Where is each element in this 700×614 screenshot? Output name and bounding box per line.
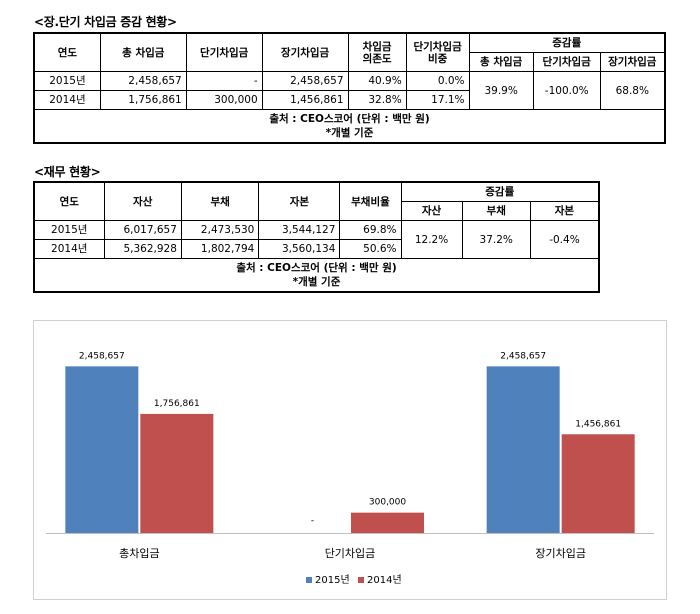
- bar-2014년-2: [561, 434, 635, 533]
- bar-2014년-0: [140, 413, 214, 533]
- table-row: 2015년 6,017,657 2,473,530 3,544,127 69.8…: [33, 220, 600, 259]
- header-change: 증감률: [400, 181, 600, 202]
- bar-2014년-1: [351, 512, 424, 533]
- bar-chart: 2,458,657 1,756,861 총차입금 - 300,000 단기차입금 2,458…: [46, 351, 654, 586]
- cell-change-total: 39.9%: [468, 71, 534, 110]
- cell-change-long: 68.8%: [599, 71, 666, 110]
- cell-assets: 6,017,657: [103, 220, 182, 240]
- cell-year: 2015년: [33, 71, 101, 91]
- legend-label: 2015년: [315, 574, 350, 586]
- borrowings-table: 연도 총 차입금 단기차입금 장기차입금 차입금 의존도 단기차입금 비중 증감률 …: [33, 32, 666, 144]
- header-change-liabilities: 부채: [461, 201, 531, 221]
- data-label: 1,456,861: [575, 419, 621, 429]
- header-year: 연도: [33, 181, 105, 221]
- header-equity: 자본: [258, 181, 341, 221]
- bar-chart-frame: 2,458,657 1,756,861 총차입금 - 300,000 단기차입금 2,458…: [33, 320, 667, 600]
- header-total: 총 차입금: [99, 32, 187, 72]
- cell-equity: 3,544,127: [258, 220, 341, 240]
- cell-year: 2014년: [33, 239, 105, 259]
- cell-total: 2,458,657: [99, 71, 187, 91]
- legend-label: 2014년: [367, 574, 402, 586]
- cell-short-ratio: 0.0%: [405, 71, 470, 91]
- header-dependency: 차입금 의존도: [347, 32, 407, 72]
- header-year: 연도: [33, 32, 101, 72]
- cell-dependency: 40.9%: [347, 71, 407, 91]
- header-change-short: 단기차입금: [532, 52, 601, 72]
- header-change-long: 장기차입금: [599, 52, 666, 72]
- table-row: 2014년 5,362,928 1,802,794 3,560,134 50.6…: [33, 239, 599, 259]
- data-label: -: [311, 516, 314, 526]
- category-label: 단기차입금: [325, 547, 376, 560]
- cell-long: 1,456,861: [261, 90, 349, 110]
- bar-2015년-2: [486, 366, 560, 533]
- cell-debt-ratio: 50.6%: [339, 239, 402, 259]
- cell-liabilities: 2,473,530: [180, 220, 260, 240]
- cell-long: 2,458,657: [261, 71, 349, 91]
- header-liabilities: 부채: [180, 181, 260, 221]
- data-label: 1,756,861: [154, 399, 200, 409]
- cell-short: 300,000: [185, 90, 263, 110]
- header-assets: 자산: [103, 181, 182, 221]
- financial-table: 연도 자산 부채 자본 부채비율 증감률 자산 부채 자본 2015년 6,01…: [33, 181, 600, 293]
- data-label: 2,458,657: [500, 351, 546, 361]
- data-label: 300,000: [369, 498, 406, 508]
- cell-year: 2014년: [33, 90, 101, 110]
- cell-change-liabilities: 37.2%: [461, 220, 531, 259]
- category-label: 총차입금: [119, 547, 159, 560]
- cell-short: -: [185, 71, 263, 91]
- header-long: 장기차입금: [261, 32, 349, 72]
- cell-total: 1,756,861: [99, 90, 187, 110]
- header-short-ratio: 단기차입금 비중: [405, 32, 470, 72]
- table1-source: 출처 : CEO스코어 (단위 : 백만 원) *개별 기준: [33, 109, 666, 144]
- cell-year: 2015년: [33, 220, 105, 240]
- legend-swatch: [358, 577, 364, 583]
- cell-change-equity: -0.4%: [529, 220, 600, 259]
- cell-change-short: -100.0%: [532, 71, 601, 110]
- bar-2015년-0: [65, 366, 139, 533]
- header-change-total: 총 차입금: [468, 52, 534, 72]
- header-change-assets: 자산: [400, 201, 463, 221]
- table2-source: 출처 : CEO스코어 (단위 : 백만 원) *개별 기준: [33, 258, 600, 293]
- cell-liabilities: 1,802,794: [180, 239, 260, 259]
- table-row: 2015년 2,458,657 - 2,458,657 40.9% 0.0% 3…: [33, 71, 666, 110]
- cell-short-ratio: 17.1%: [405, 90, 470, 110]
- header-change-equity: 자본: [529, 201, 600, 221]
- header-debt-ratio: 부채비율: [339, 181, 402, 221]
- table-row: 2014년 1,756,861 300,000 1,456,861 32.8% …: [33, 90, 665, 110]
- cell-debt-ratio: 69.8%: [339, 220, 402, 240]
- header-change: 증감률: [468, 32, 666, 53]
- table1-title: <장.단기 차입금 증감 현황>: [34, 15, 177, 29]
- data-label: 2,458,657: [79, 351, 125, 361]
- header-short: 단기차입금: [185, 32, 263, 72]
- table2-title: <재무 현황>: [34, 165, 101, 179]
- cell-assets: 5,362,928: [103, 239, 182, 259]
- legend-swatch: [306, 577, 312, 583]
- cell-equity: 3,560,134: [258, 239, 341, 259]
- cell-change-assets: 12.2%: [400, 220, 463, 259]
- category-label: 장기차입금: [535, 547, 586, 560]
- cell-dependency: 32.8%: [347, 90, 407, 110]
